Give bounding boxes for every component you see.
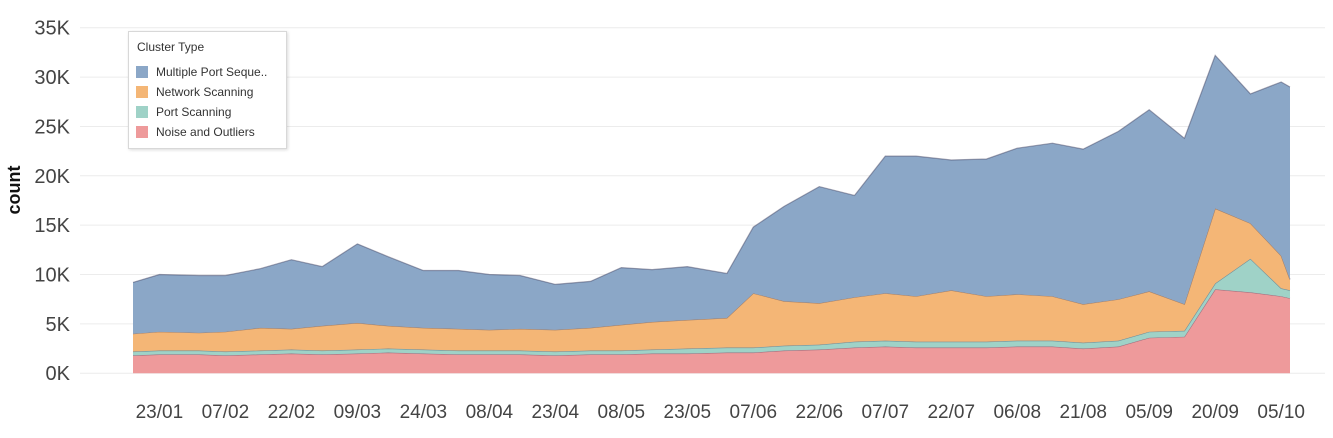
- x-tick-label: 08/05: [598, 402, 646, 423]
- area-network-scanning: [133, 208, 1290, 352]
- y-tick-label: 5K: [46, 314, 71, 336]
- series-areas: [132, 54, 1291, 374]
- legend-swatch: [136, 66, 148, 78]
- legend[interactable]: Cluster Type Multiple Port Seque.. Netwo…: [128, 31, 287, 149]
- legend-item-network-scanning[interactable]: Network Scanning: [129, 82, 286, 102]
- y-axis-label: count: [4, 166, 24, 215]
- legend-label: Network Scanning: [156, 85, 254, 99]
- y-tick-label: 0K: [46, 363, 71, 385]
- y-tick-label: 30K: [34, 67, 70, 89]
- x-axis-ticks: 23/01 07/02 22/02 09/03 24/03 08/04 23/04 08/05…: [136, 402, 1305, 423]
- area-noise-and-outliers: [133, 289, 1290, 374]
- legend-item-port-scanning[interactable]: Port Scanning: [129, 102, 286, 122]
- legend-swatch: [136, 86, 148, 98]
- x-tick-label: 23/01: [136, 402, 184, 423]
- x-tick-label: 22/02: [268, 402, 316, 423]
- x-tick-label: 07/02: [202, 402, 250, 423]
- legend-item-multiple-port-sequence[interactable]: Multiple Port Seque..: [129, 62, 286, 82]
- x-tick-label: 08/04: [466, 402, 514, 423]
- x-tick-label: 24/03: [400, 402, 448, 423]
- y-tick-label: 15K: [34, 215, 70, 237]
- x-tick-label: 23/04: [532, 402, 580, 423]
- x-tick-label: 23/05: [664, 402, 712, 423]
- legend-swatch: [136, 126, 148, 138]
- x-tick-label: 09/03: [334, 402, 382, 423]
- series-line-multiple-port-sequence: [132, 54, 1291, 286]
- y-tick-label: 20K: [34, 166, 70, 188]
- x-tick-label: 20/09: [1191, 402, 1239, 423]
- x-tick-label: 22/06: [796, 402, 844, 423]
- x-tick-label: 07/07: [861, 402, 909, 423]
- y-tick-label: 25K: [34, 116, 70, 138]
- x-tick-label: 05/09: [1125, 402, 1173, 423]
- y-tick-label: 10K: [34, 264, 70, 286]
- x-tick-label: 05/10: [1257, 402, 1305, 423]
- legend-label: Noise and Outliers: [156, 125, 255, 139]
- legend-swatch: [136, 106, 148, 118]
- legend-label: Multiple Port Seque..: [156, 65, 268, 79]
- legend-label: Port Scanning: [156, 105, 232, 119]
- x-tick-label: 21/08: [1059, 402, 1107, 423]
- y-tick-label: 35K: [34, 18, 70, 40]
- x-tick-label: 07/06: [730, 402, 778, 423]
- area-multiple-port-sequence: [133, 55, 1290, 334]
- x-tick-label: 22/07: [927, 402, 975, 423]
- legend-title: Cluster Type: [137, 40, 205, 54]
- x-tick-label: 06/08: [993, 402, 1041, 423]
- y-axis-ticks: 0K 5K 10K 15K 20K 25K 30K 35K: [34, 18, 70, 385]
- legend-item-noise-and-outliers[interactable]: Noise and Outliers: [129, 122, 286, 142]
